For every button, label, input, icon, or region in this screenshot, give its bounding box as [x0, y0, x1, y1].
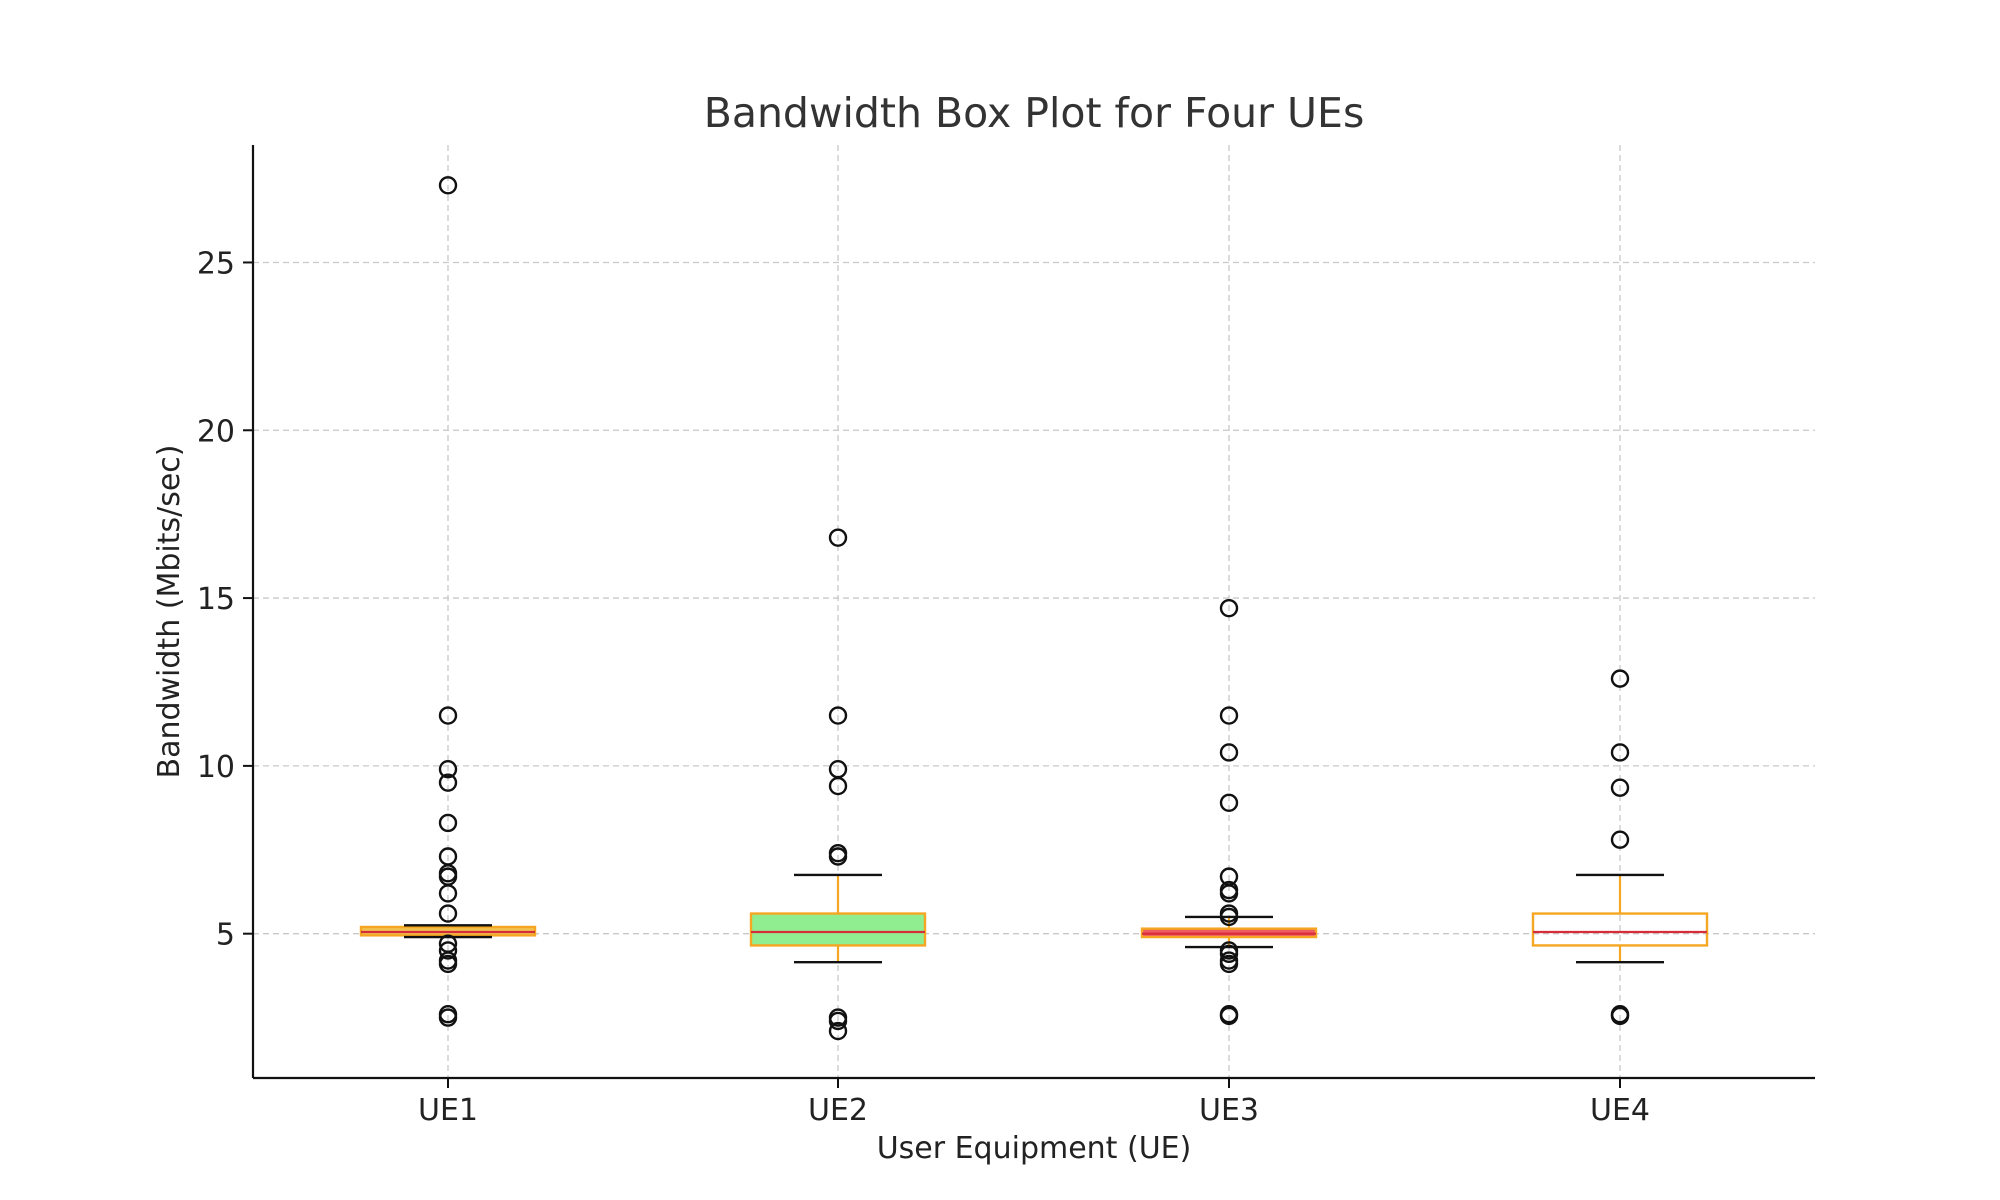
y-tick-label: 5 — [216, 918, 235, 953]
box-group-ue1 — [359, 176, 537, 1027]
outlier-point — [438, 904, 458, 923]
outlier-point — [438, 176, 458, 195]
grid-layer — [253, 145, 1815, 1078]
outlier-point — [438, 941, 458, 960]
y-tick-label: 20 — [197, 414, 235, 449]
outlier-point — [828, 706, 848, 725]
outlier-point — [1219, 884, 1239, 903]
outlier-point — [438, 1008, 458, 1027]
outlier-point — [1219, 1006, 1239, 1026]
outlier-point — [1219, 944, 1239, 964]
x-tick-label: UE4 — [1590, 1093, 1650, 1128]
outlier-point — [1219, 793, 1239, 812]
outlier-point — [438, 706, 458, 725]
box-body — [749, 912, 927, 947]
outlier-point — [438, 954, 458, 974]
chart-title: Bandwidth Box Plot for Four UEs — [704, 89, 1365, 137]
y-tick-label: 25 — [197, 246, 235, 281]
outlier-point — [438, 773, 458, 792]
outlier-point — [1219, 743, 1239, 762]
x-tick-label: UE1 — [418, 1093, 478, 1128]
x-axis-label: User Equipment (UE) — [877, 1131, 1192, 1166]
outlier-point — [438, 884, 458, 903]
box-layer — [359, 176, 1709, 1041]
outlier-point — [828, 1021, 848, 1041]
y-tick-label: 10 — [197, 750, 235, 785]
outlier-point — [1219, 598, 1239, 618]
y-tick-label: 15 — [197, 582, 235, 617]
box-group-ue3 — [1140, 598, 1318, 1026]
box-group-ue4 — [1531, 669, 1709, 1026]
outlier-point — [438, 813, 458, 833]
x-tick-label: UE3 — [1199, 1093, 1259, 1128]
x-tick-label: UE2 — [808, 1093, 868, 1128]
outlier-point — [1610, 743, 1630, 762]
outlier-point — [1610, 830, 1630, 849]
outlier-point — [1610, 1006, 1630, 1026]
outlier-point — [1610, 669, 1630, 688]
box-group-ue2 — [749, 528, 927, 1041]
outlier-point — [1219, 706, 1239, 725]
outlier-point — [828, 776, 848, 796]
y-axis-label: Bandwidth (Mbits/sec) — [152, 445, 187, 779]
outlier-point — [438, 760, 458, 779]
box-body — [1531, 912, 1709, 947]
outlier-point — [1610, 778, 1630, 797]
outlier-point — [828, 1011, 848, 1031]
outlier-point — [1219, 954, 1239, 974]
outlier-point — [1219, 907, 1239, 927]
outlier-point — [828, 847, 848, 866]
axis-layer: 5 10 15 20 25 UE1 UE2 UE3 UE4 — [197, 145, 1815, 1128]
outlier-point — [828, 528, 848, 547]
